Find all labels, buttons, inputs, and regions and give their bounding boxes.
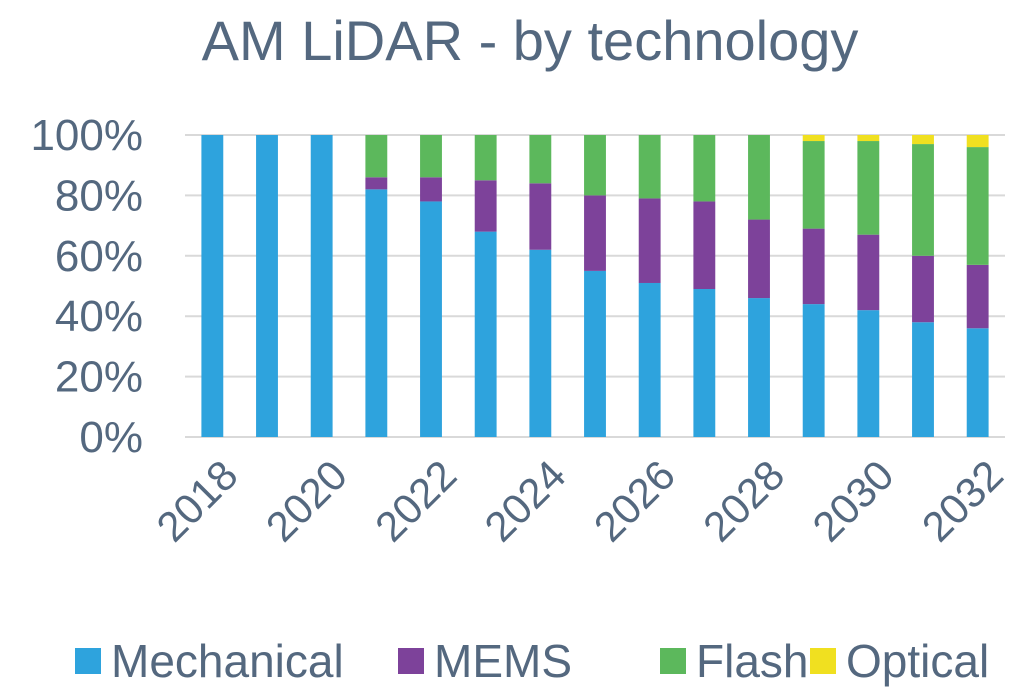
bar-flash-2024	[529, 135, 552, 184]
legend-swatch-mems	[398, 648, 424, 674]
bar-mechanical-2032	[966, 328, 989, 437]
bar-mems-2027	[693, 201, 716, 290]
bar-flash-2025	[584, 135, 606, 196]
chart-title: AM LiDAR - by technology	[202, 9, 859, 72]
y-tick-label: 100%	[30, 111, 143, 160]
x-axis-ticks: 2018 2020 2022 2024 2026 2028 2030 2032	[147, 451, 1012, 550]
legend-label-optical: Optical	[846, 635, 989, 687]
bar-optical-2031	[912, 135, 934, 145]
x-tick-label: 2018	[147, 451, 246, 550]
legend-label-mechanical: Mechanical	[111, 635, 344, 687]
bar-optical-2030	[857, 135, 880, 142]
bar-mems-2025	[584, 195, 606, 271]
bar-optical-2029	[802, 135, 825, 142]
bar-mems-2031	[912, 255, 934, 323]
x-tick-label: 2024	[475, 451, 574, 550]
bar-mechanical-2027	[693, 289, 716, 437]
bar-flash-2031	[912, 144, 934, 256]
bar-mems-2032	[966, 264, 989, 329]
bar-mechanical-2030	[857, 310, 880, 437]
bar-mechanical-2026	[638, 282, 661, 437]
bar-flash-2021	[365, 135, 388, 178]
bar-flash-2029	[802, 141, 825, 229]
bar-mems-2028	[748, 219, 770, 299]
bar-flash-2032	[966, 147, 989, 265]
y-tick-label: 40%	[55, 292, 143, 341]
bar-flash-2028	[748, 135, 770, 220]
x-tick-label: 2022	[366, 451, 465, 550]
legend-swatch-mechanical	[75, 648, 101, 674]
legend-label-flash: Flash	[696, 635, 808, 687]
bars	[201, 135, 989, 437]
x-tick-label: 2020	[257, 451, 356, 550]
bar-mechanical-2031	[912, 322, 934, 437]
x-tick-label: 2028	[694, 451, 793, 550]
bar-mechanical-2025	[584, 270, 606, 437]
bar-mems-2021	[365, 177, 388, 190]
bar-flash-2022	[420, 135, 442, 178]
bar-mechanical-2029	[802, 304, 825, 437]
y-axis-ticks: 0% 20% 40% 60% 80% 100%	[30, 111, 143, 462]
y-tick-label: 60%	[55, 232, 143, 281]
bar-mems-2030	[857, 234, 880, 311]
y-tick-label: 80%	[55, 171, 143, 220]
bar-flash-2026	[638, 135, 661, 199]
y-tick-label: 0%	[79, 413, 143, 462]
bar-mechanical-2022	[420, 201, 442, 437]
bar-flash-2030	[857, 141, 880, 235]
x-tick-label: 2030	[803, 451, 902, 550]
legend-label-mems: MEMS	[434, 635, 572, 687]
bar-mems-2022	[420, 177, 442, 202]
bar-flash-2023	[474, 135, 497, 181]
bar-mechanical-2020	[310, 135, 333, 437]
x-tick-label: 2032	[913, 451, 1012, 550]
bar-mechanical-2021	[365, 189, 388, 437]
y-tick-label: 20%	[55, 353, 143, 402]
bar-mechanical-2019	[256, 135, 278, 437]
bar-mechanical-2028	[748, 298, 770, 437]
bar-optical-2032	[966, 135, 989, 148]
legend-swatch-flash	[660, 648, 686, 674]
bar-mechanical-2024	[529, 249, 552, 437]
bar-mems-2029	[802, 228, 825, 305]
legend-swatch-optical	[810, 648, 836, 674]
x-tick-label: 2026	[585, 451, 684, 550]
bar-flash-2027	[693, 135, 716, 202]
legend: Mechanical MEMS Flash Optical	[75, 635, 989, 687]
bar-mems-2026	[638, 198, 661, 283]
bar-mechanical-2018	[201, 135, 224, 437]
bar-mems-2023	[474, 180, 497, 232]
bar-mechanical-2023	[474, 231, 497, 437]
bar-mems-2024	[529, 183, 552, 250]
